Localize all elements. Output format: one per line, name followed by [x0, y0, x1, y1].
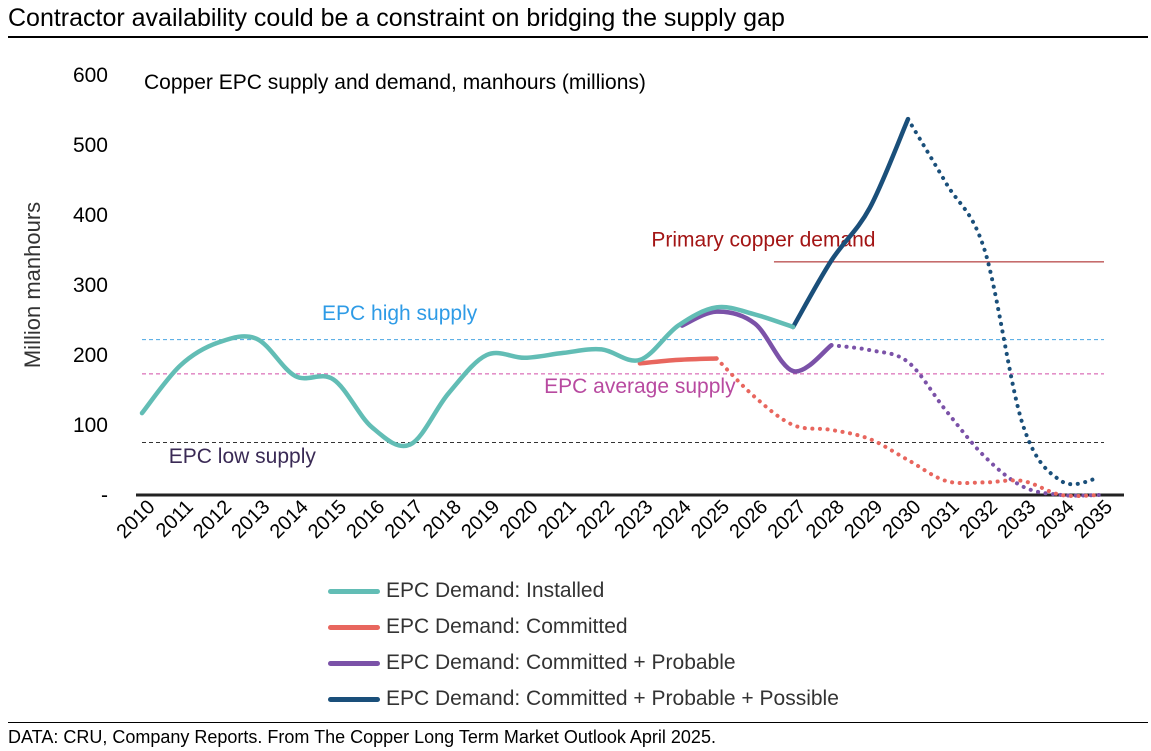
- chart-title: Contractor availability could be a const…: [8, 4, 785, 32]
- title-rule: [8, 36, 1148, 38]
- x-tick-label-2018: 2018: [419, 496, 466, 543]
- x-tick-label-2014: 2014: [266, 496, 313, 543]
- series-committed-line: [637, 356, 719, 366]
- source-rule: [8, 722, 1148, 723]
- legend-item-committed: EPC Demand: Committed: [328, 609, 839, 645]
- legend-label-installed: EPC Demand: Installed: [386, 579, 605, 602]
- x-tick-label-2035: 2035: [1070, 496, 1117, 543]
- series-committed-probable-line: [679, 309, 834, 374]
- series-committed-forecast: [714, 356, 1102, 499]
- x-tick-label-2023: 2023: [610, 496, 657, 543]
- legend-swatch-installed: [328, 588, 380, 594]
- x-tick-label-2020: 2020: [496, 496, 543, 543]
- x-tick-label-2013: 2013: [227, 496, 274, 543]
- legend-label-committed-probable: EPC Demand: Committed + Probable: [386, 651, 736, 674]
- y-tick-label-500: 500: [73, 134, 108, 157]
- y-tick-label-0: -: [101, 484, 108, 507]
- series-committed-probable-forecast: [829, 343, 1102, 498]
- x-tick-label-2012: 2012: [189, 496, 236, 543]
- x-tick-label-2032: 2032: [955, 496, 1002, 543]
- series-installed-line: [139, 304, 796, 449]
- legend-item-installed: EPC Demand: Installed: [328, 573, 839, 609]
- series-committed-probable-possible-forecast: [906, 117, 1102, 487]
- series-committed-probable-possible-line: [790, 116, 911, 330]
- source-note: DATA: CRU, Company Reports. From The Cop…: [8, 727, 716, 747]
- epc-high-supply-label: EPC high supply: [322, 302, 478, 325]
- y-tick-label-100: 100: [73, 414, 108, 437]
- x-tick-label-2010: 2010: [113, 496, 160, 543]
- x-tick-label-2022: 2022: [572, 496, 619, 543]
- x-tick-label-2024: 2024: [649, 496, 696, 543]
- epc-average-supply-label: EPC average supply: [544, 375, 736, 398]
- x-tick-label-2017: 2017: [381, 496, 428, 543]
- y-tick-label-600: 600: [73, 64, 108, 87]
- x-tick-label-2019: 2019: [457, 496, 504, 543]
- epc-low-supply-label: EPC low supply: [169, 445, 317, 468]
- chart-subtitle: Copper EPC supply and demand, manhours (…: [144, 71, 646, 94]
- x-tick-label-2029: 2029: [840, 496, 887, 543]
- x-tick-label-2028: 2028: [802, 496, 849, 543]
- legend-swatch-committed-probable: [328, 660, 380, 666]
- y-tick-label-400: 400: [73, 204, 108, 227]
- x-tick-label-2011: 2011: [152, 496, 198, 542]
- legend-swatch-committed-probable-possible: [328, 696, 380, 702]
- x-tick-label-2034: 2034: [1032, 496, 1079, 543]
- y-axis-title: Million manhours: [20, 202, 45, 368]
- y-tick-label-200: 200: [73, 344, 108, 367]
- legend: EPC Demand: Installed EPC Demand: Commit…: [328, 573, 839, 717]
- x-tick-label-2030: 2030: [879, 496, 926, 543]
- legend-swatch-committed: [328, 624, 380, 630]
- legend-item-committed-probable: EPC Demand: Committed + Probable: [328, 645, 839, 681]
- legend-label-committed: EPC Demand: Committed: [386, 615, 628, 638]
- x-tick-label-2025: 2025: [687, 496, 734, 543]
- x-tick-label-2027: 2027: [764, 496, 811, 543]
- primary-copper-demand-label: Primary copper demand: [651, 229, 875, 252]
- y-tick-label-300: 300: [73, 274, 108, 297]
- x-tick-label-2033: 2033: [993, 496, 1040, 543]
- x-tick-label-2031: 2031: [917, 496, 964, 543]
- legend-item-committed-probable-possible: EPC Demand: Committed + Probable + Possi…: [328, 681, 839, 717]
- legend-label-committed-probable-possible: EPC Demand: Committed + Probable + Possi…: [386, 687, 839, 710]
- x-tick-label-2021: 2021: [534, 496, 581, 543]
- x-tick-label-2015: 2015: [304, 496, 351, 543]
- x-tick-label-2026: 2026: [725, 496, 772, 543]
- x-tick-label-2016: 2016: [342, 496, 389, 543]
